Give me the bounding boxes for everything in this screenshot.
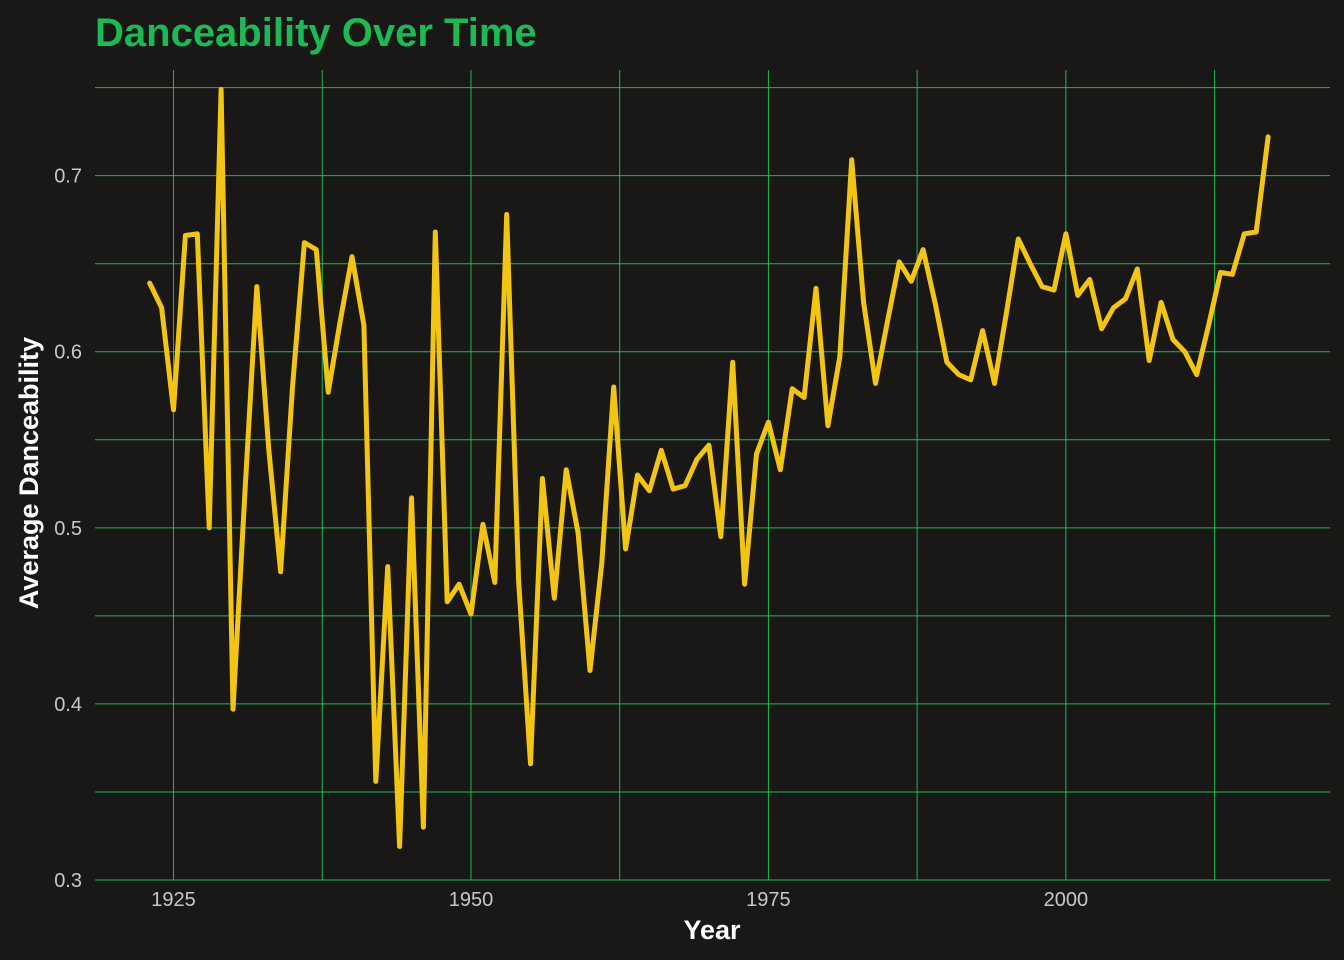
- y-axis-title: Average Danceability: [14, 337, 44, 609]
- y-tick-label: 0.6: [54, 342, 82, 364]
- series-line: [147, 86, 1271, 849]
- grid: [95, 70, 1330, 881]
- x-tick-label: 1925: [151, 889, 196, 911]
- y-tick-label: 0.7: [54, 166, 82, 188]
- x-tick-label: 1950: [449, 889, 494, 911]
- y-tick-label: 0.5: [54, 518, 82, 540]
- x-axis-ticks: 1925 1950 1975 2000: [151, 889, 1088, 911]
- x-tick-label: 2000: [1044, 889, 1089, 911]
- y-tick-label: 0.4: [54, 694, 82, 716]
- y-axis-ticks: 0.3 0.4 0.5 0.6 0.7: [54, 166, 82, 892]
- series-layer: [147, 86, 1271, 849]
- x-tick-label: 1975: [746, 889, 791, 911]
- y-tick-label: 0.3: [54, 870, 82, 892]
- chart-title: Danceability Over Time: [95, 11, 537, 55]
- x-axis-title: Year: [683, 915, 741, 945]
